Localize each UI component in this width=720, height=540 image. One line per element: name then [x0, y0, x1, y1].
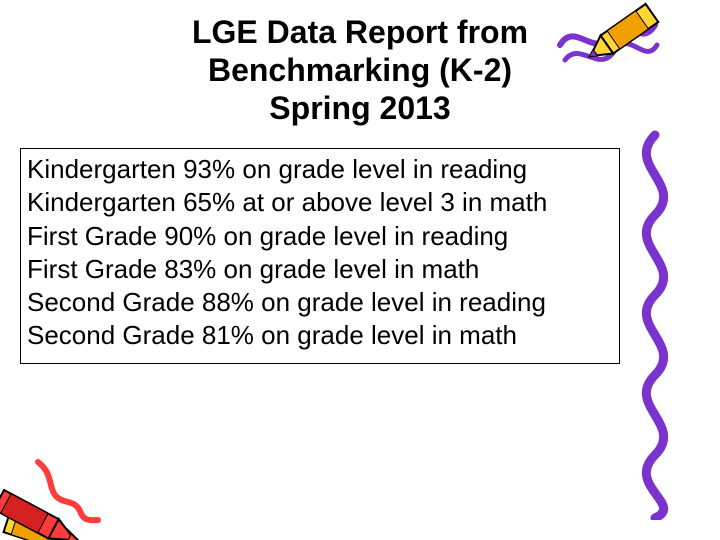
slide: LGE Data Report from Benchmarking (K-2) …	[0, 0, 720, 540]
crayon-bottom-left-icon	[0, 442, 128, 540]
content-box: Kindergarten 93% on grade level in readi…	[20, 148, 620, 364]
content-line: Second Grade 81% on grade level in math	[27, 319, 613, 352]
title-line-1: LGE Data Report from	[0, 14, 720, 52]
content-line: First Grade 83% on grade level in math	[27, 253, 613, 286]
content-line: First Grade 90% on grade level in readin…	[27, 220, 613, 253]
content-line: Kindergarten 65% at or above level 3 in …	[27, 186, 613, 219]
content-line: Kindergarten 93% on grade level in readi…	[27, 153, 613, 186]
slide-title: LGE Data Report from Benchmarking (K-2) …	[0, 14, 720, 127]
squiggle-right-icon	[620, 130, 690, 520]
title-line-2: Benchmarking (K-2)	[0, 52, 720, 90]
title-line-3: Spring 2013	[0, 90, 720, 128]
content-line: Second Grade 88% on grade level in readi…	[27, 286, 613, 319]
